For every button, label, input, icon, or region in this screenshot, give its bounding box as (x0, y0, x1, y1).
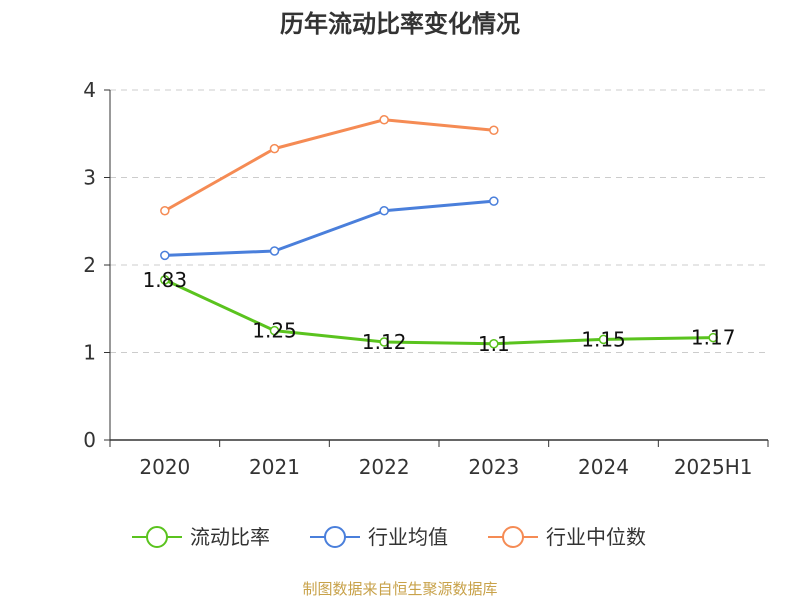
data-point (160, 250, 170, 261)
series-line (164, 118, 494, 213)
data-point (269, 246, 280, 256)
y-tick-label: 2 (83, 253, 96, 277)
series-layer (160, 115, 718, 349)
legend-swatch-marker (146, 526, 168, 548)
legend-label: 流动比率 (190, 525, 270, 549)
source-note: 制图数据来自恒生聚源数据库 (302, 580, 497, 598)
data-label: 1.12 (362, 330, 407, 354)
data-point (489, 196, 499, 206)
series-line (164, 199, 494, 257)
chart-title: 历年流动比率变化情况 (280, 10, 520, 38)
data-point (489, 339, 499, 349)
y-tick-label: 3 (83, 166, 96, 190)
x-tick-label: 2024 (578, 455, 629, 479)
axes: 0 1 2 3 4 2020 2021 2022 2023 2024 2025H1 (83, 78, 769, 479)
legend-swatch-marker (324, 526, 346, 548)
data-point (489, 125, 499, 135)
data-label: 1.15 (581, 327, 626, 351)
data-point (598, 334, 609, 345)
gridlines (110, 89, 768, 353)
x-tick-label: 2022 (359, 455, 410, 479)
data-point (379, 115, 389, 125)
data-labels: 1.83 1.25 1.12 1.1 1.15 1.17 (143, 268, 736, 356)
legend: 流动比率 行业均值 行业中位数 (132, 525, 646, 549)
data-label: 1.1 (478, 332, 510, 356)
data-point (160, 206, 170, 216)
data-point (379, 337, 389, 347)
y-tick-label: 0 (83, 428, 96, 452)
legend-label: 行业均值 (368, 525, 448, 549)
data-label: 1.83 (143, 268, 188, 292)
x-tick-label: 2021 (249, 455, 300, 479)
y-tick-label: 4 (83, 78, 96, 102)
x-tick-label: 2020 (139, 455, 190, 479)
y-tick-label: 1 (83, 341, 96, 365)
legend-swatch-marker (502, 526, 524, 548)
data-point (708, 332, 718, 343)
x-tick-label: 2025H1 (674, 455, 753, 479)
legend-label: 行业中位数 (546, 525, 646, 549)
data-label: 1.17 (691, 326, 736, 350)
data-label: 1.25 (252, 319, 297, 343)
data-point (379, 206, 389, 216)
series-line (164, 278, 714, 346)
x-tick-label: 2023 (468, 455, 519, 479)
data-point (269, 143, 280, 154)
data-point (269, 325, 280, 336)
data-point (160, 275, 170, 285)
